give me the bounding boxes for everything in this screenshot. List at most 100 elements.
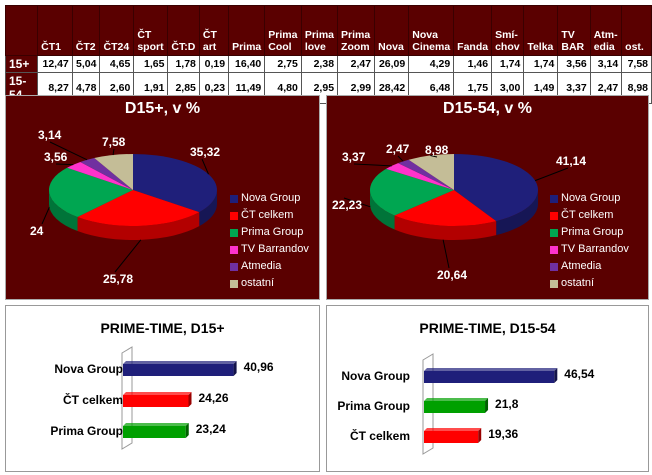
data-label: 22,23 bbox=[332, 198, 363, 212]
legend-swatch bbox=[230, 211, 238, 220]
data-label: 23,24 bbox=[195, 422, 226, 436]
pie-slice-nova-group bbox=[454, 154, 538, 222]
table-cell: 4,65 bbox=[99, 55, 135, 73]
data-label: 35,32 bbox=[190, 145, 221, 159]
chart-title: D15+, v % bbox=[124, 100, 201, 117]
column-header: Atm-edia bbox=[589, 5, 623, 56]
legend-item: Nova Group bbox=[230, 190, 309, 207]
pie-slice-ostatn- bbox=[94, 154, 133, 190]
chart-title: PRIME-TIME, D15-54 bbox=[419, 320, 556, 336]
chart-title: D15-54, v % bbox=[443, 100, 532, 117]
legend-label: Prima Group bbox=[561, 226, 624, 238]
legend-label: Nova Group bbox=[241, 192, 301, 204]
table-cell: 3,14 bbox=[589, 55, 623, 73]
legend-label: Prima Group bbox=[241, 226, 304, 238]
legend: Nova Group ČT celkem Prima Group TV Barrand… bbox=[230, 190, 309, 292]
legend-label: ČT celkem bbox=[561, 209, 614, 221]
chart-title: PRIME-TIME, D15+ bbox=[100, 320, 225, 336]
legend-swatch bbox=[550, 245, 558, 254]
table-cell: 2,47 bbox=[337, 55, 376, 73]
leader-line bbox=[201, 158, 209, 175]
pie-slice-side bbox=[370, 190, 395, 230]
column-header: ČT2 bbox=[71, 5, 101, 56]
pie-slice--t-celkem bbox=[394, 190, 497, 226]
table-cell: 2,38 bbox=[300, 55, 339, 73]
category-label: Prima Group bbox=[50, 424, 123, 438]
data-label: 3,14 bbox=[38, 128, 62, 142]
pie-slice-atmedia bbox=[398, 159, 454, 190]
legend-item: Atmedia bbox=[230, 258, 309, 275]
column-header: Prima Zoom bbox=[337, 5, 376, 56]
legend-label: TV Barrandov bbox=[241, 243, 309, 255]
category-label: ČT celkem bbox=[349, 429, 410, 443]
data-label: 25,78 bbox=[103, 272, 134, 286]
leader-line bbox=[442, 239, 450, 269]
legend-item: ostatní bbox=[230, 275, 309, 292]
pie-slice-tv-barrandov bbox=[67, 161, 133, 190]
pie-slice-atmedia bbox=[80, 158, 133, 190]
data-label: 8,98 bbox=[425, 143, 449, 157]
legend-label: ČT celkem bbox=[241, 209, 294, 221]
legend-label: TV Barrandov bbox=[561, 243, 629, 255]
bar-top bbox=[123, 423, 189, 426]
legend-label: Atmedia bbox=[561, 260, 602, 272]
leader-line bbox=[112, 148, 115, 156]
leader-line bbox=[343, 197, 371, 208]
legend-label: ostatní bbox=[561, 277, 595, 289]
pie-slice-side bbox=[394, 215, 497, 240]
leader-line bbox=[55, 163, 74, 166]
table-cell: 16,40 bbox=[228, 55, 266, 73]
bar bbox=[123, 395, 189, 407]
bar bbox=[424, 371, 555, 383]
legend-swatch bbox=[550, 279, 558, 288]
bar-side bbox=[185, 423, 189, 438]
legend-swatch bbox=[230, 279, 238, 288]
bar-side bbox=[188, 392, 192, 407]
bar-side bbox=[554, 368, 558, 383]
legend-swatch bbox=[550, 228, 558, 237]
pie-slice-nova-group bbox=[133, 154, 218, 213]
leader-line bbox=[534, 167, 569, 182]
leader-line bbox=[397, 155, 404, 162]
column-header: ČT art bbox=[198, 5, 230, 56]
bar-panel-d15-54: PRIME-TIME, D15-54 bbox=[326, 305, 649, 472]
category-label: Prima Group bbox=[337, 399, 410, 413]
table-cell: 1,46 bbox=[453, 55, 493, 73]
pie-slice-ostatn- bbox=[408, 154, 454, 190]
legend-swatch bbox=[550, 211, 558, 220]
pie-slice-side bbox=[49, 190, 78, 232]
category-label: Nova Group bbox=[341, 369, 410, 383]
column-header: ČT:D bbox=[167, 5, 200, 56]
leader-line bbox=[49, 141, 88, 161]
bar-panel-d15plus: PRIME-TIME, D15+ bbox=[5, 305, 320, 472]
bar-side bbox=[478, 428, 482, 443]
pie-slice--t-celkem bbox=[77, 190, 200, 226]
bar-top bbox=[424, 398, 489, 401]
data-label: 20,64 bbox=[437, 268, 468, 282]
bar bbox=[424, 431, 479, 443]
legend-item: ČT celkem bbox=[230, 207, 309, 224]
table-cell: 26,09 bbox=[374, 55, 410, 73]
column-header: Prima Cool bbox=[264, 5, 302, 56]
legend-label: ostatní bbox=[241, 277, 275, 289]
data-label: 21,8 bbox=[495, 397, 519, 411]
data-label: 40,96 bbox=[243, 360, 274, 374]
legend-item: TV Barrandov bbox=[550, 241, 629, 258]
legend-swatch bbox=[230, 245, 238, 254]
pie-slice-side bbox=[496, 190, 538, 236]
column-header: Prima bbox=[228, 5, 266, 56]
axis-wall bbox=[422, 353, 434, 455]
leader-line bbox=[430, 154, 438, 158]
leader-line bbox=[114, 239, 142, 273]
legend-item: Prima Group bbox=[230, 224, 309, 241]
data-label: 3,56 bbox=[44, 150, 68, 164]
column-header: Smí-chov bbox=[491, 5, 525, 56]
legend: Nova Group ČT celkem Prima Group TV Barrand… bbox=[550, 190, 629, 292]
data-label: 46,54 bbox=[564, 367, 595, 381]
data-label: 24,26 bbox=[198, 391, 229, 405]
table-cell: 2,75 bbox=[264, 55, 302, 73]
table-cell: 1,78 bbox=[167, 55, 200, 73]
bar bbox=[123, 426, 186, 438]
bar-side bbox=[485, 398, 489, 413]
